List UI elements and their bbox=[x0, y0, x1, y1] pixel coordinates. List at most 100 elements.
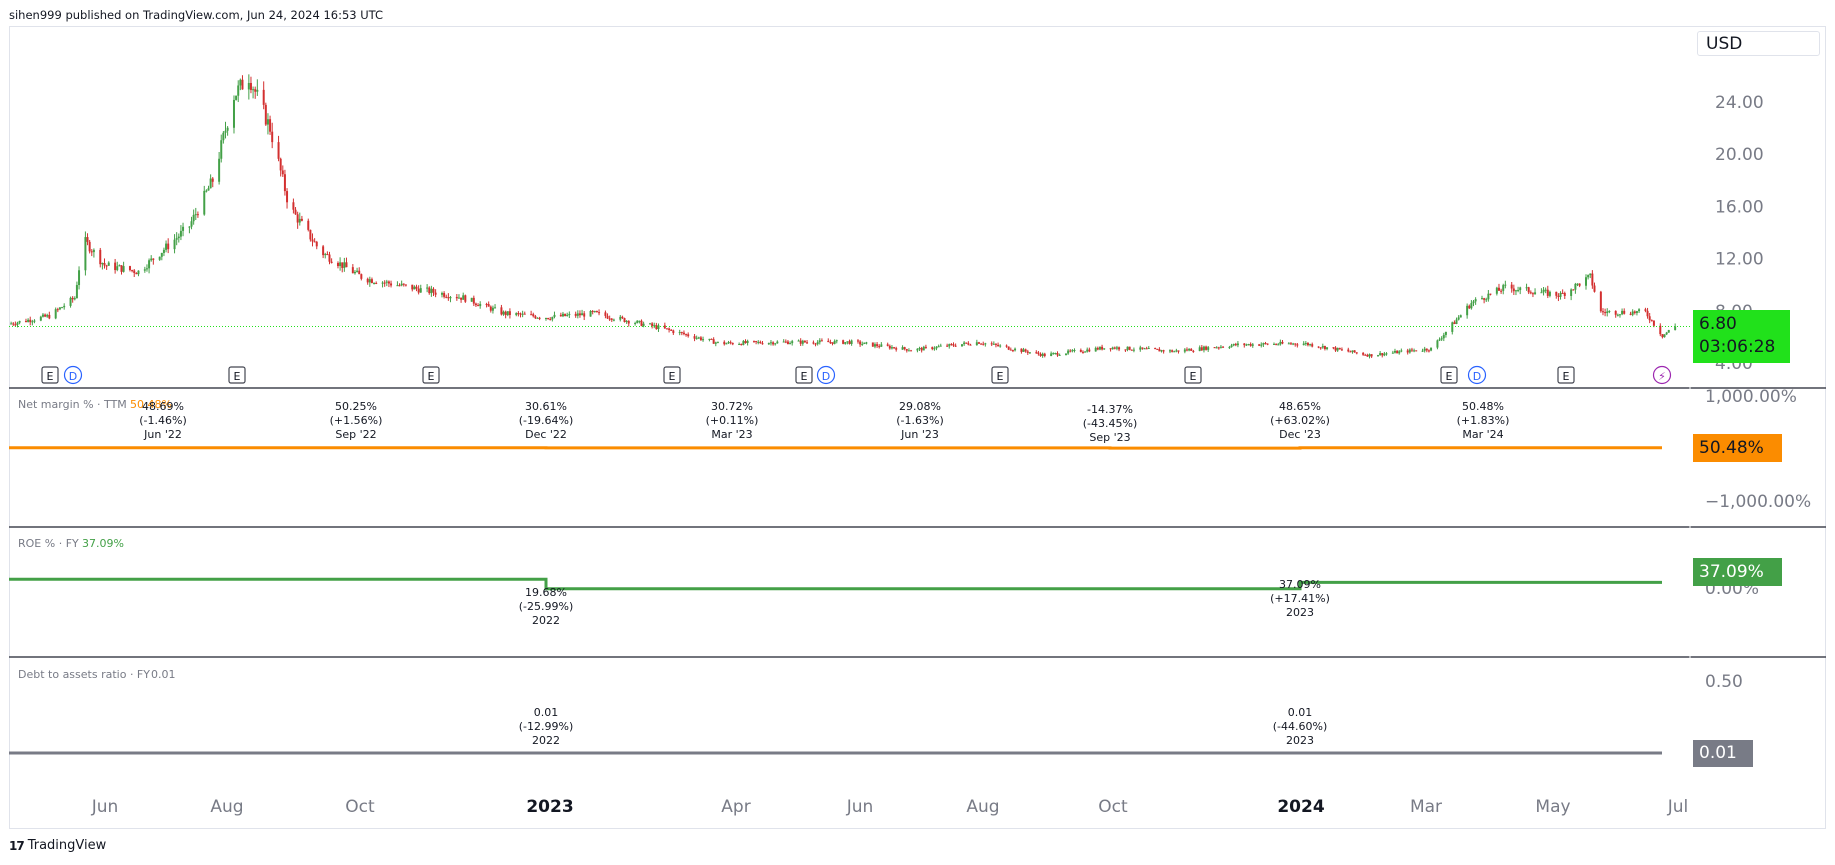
candle-body bbox=[207, 188, 210, 191]
candle-body bbox=[604, 312, 607, 316]
candle-body bbox=[1423, 348, 1426, 351]
candle-body bbox=[1563, 292, 1566, 296]
candle-body bbox=[950, 344, 953, 346]
candle-body bbox=[842, 340, 845, 344]
candle-body bbox=[1171, 350, 1174, 352]
currency-selector[interactable]: USD bbox=[1697, 31, 1820, 56]
candle-body bbox=[298, 218, 301, 223]
candle-body bbox=[1495, 287, 1498, 294]
candle-body bbox=[1485, 299, 1488, 301]
candle-body bbox=[1272, 343, 1275, 345]
candle-body bbox=[455, 296, 458, 299]
candle-body bbox=[1302, 343, 1305, 346]
roe-title: ROE % · FY bbox=[18, 537, 79, 550]
candle-body bbox=[1540, 292, 1543, 294]
candle-body bbox=[73, 298, 76, 300]
publisher-line: sihen999 published on TradingView.com, J… bbox=[9, 8, 384, 22]
candle-body bbox=[404, 284, 407, 286]
candle-body bbox=[1381, 353, 1384, 356]
marker-circle bbox=[1652, 365, 1672, 385]
candle-body bbox=[434, 292, 437, 295]
candle-body bbox=[1525, 287, 1528, 289]
net-margin-change-label: (-1.46%) bbox=[139, 414, 187, 427]
candle-body bbox=[1631, 311, 1634, 315]
candle-body bbox=[148, 260, 151, 269]
candle-body bbox=[755, 341, 758, 343]
footer[interactable]: 17 TradingView bbox=[9, 838, 106, 853]
candle-body bbox=[92, 249, 95, 253]
candle-body bbox=[309, 229, 312, 240]
candle-body bbox=[861, 343, 864, 345]
candle-body bbox=[419, 288, 422, 293]
candle-body bbox=[1202, 346, 1205, 351]
candle-body bbox=[84, 237, 87, 271]
net-margin-change-label: (-43.45%) bbox=[1083, 417, 1138, 430]
candle-body bbox=[876, 344, 879, 347]
candle-body bbox=[863, 342, 866, 344]
candle-body bbox=[1576, 283, 1579, 285]
candle-body bbox=[1207, 347, 1210, 350]
candle-body bbox=[678, 332, 681, 334]
time-axis-label: Jun bbox=[91, 797, 119, 817]
time-axis-label: Mar bbox=[1410, 797, 1442, 817]
candle-body bbox=[1126, 346, 1129, 350]
candle-body bbox=[1086, 349, 1089, 352]
candle-body bbox=[769, 342, 772, 344]
candle-body bbox=[1659, 325, 1662, 335]
candle-body bbox=[1287, 343, 1290, 345]
candle-body bbox=[1088, 349, 1091, 352]
candle-body bbox=[1557, 295, 1560, 297]
candle-body bbox=[682, 332, 685, 335]
candle-body bbox=[1570, 289, 1573, 296]
candle-body bbox=[1011, 350, 1014, 352]
candle-body bbox=[14, 324, 17, 326]
candle-body bbox=[952, 344, 955, 346]
candle-body bbox=[786, 341, 789, 345]
candle-body bbox=[254, 89, 257, 92]
candle-body bbox=[1453, 322, 1456, 324]
candle-body bbox=[1355, 352, 1358, 354]
candle-body bbox=[655, 325, 658, 329]
candle-body bbox=[1130, 349, 1133, 351]
candle-body bbox=[1190, 349, 1193, 351]
candle-body bbox=[612, 319, 615, 321]
candle-body bbox=[1289, 343, 1292, 345]
candle-body bbox=[803, 340, 806, 343]
candle-body bbox=[417, 288, 420, 293]
candle-body bbox=[738, 344, 741, 346]
candle-body bbox=[373, 282, 376, 284]
roe-change-label: (-25.99%) bbox=[519, 600, 574, 613]
candle-body bbox=[519, 313, 522, 315]
candle-body bbox=[742, 341, 745, 345]
candle-body bbox=[670, 329, 673, 331]
candle-body bbox=[1584, 277, 1587, 286]
candle-body bbox=[464, 295, 467, 302]
earnings-marker: E bbox=[1184, 366, 1202, 384]
candle-body bbox=[1633, 311, 1636, 313]
candle-body bbox=[829, 342, 832, 344]
candle-body bbox=[818, 340, 821, 343]
candle-body bbox=[177, 236, 180, 239]
candle-body bbox=[116, 266, 119, 271]
candle-body bbox=[1109, 348, 1112, 350]
candle-body bbox=[271, 131, 274, 143]
candle-body bbox=[638, 320, 641, 322]
candle-body bbox=[757, 341, 760, 343]
candle-body bbox=[1264, 343, 1267, 345]
candle-body bbox=[591, 311, 594, 313]
time-axis[interactable]: Jun Aug Oct 2023 Apr Jun Aug Oct 2024 Mar May Jul bbox=[91, 797, 1689, 817]
candle-body bbox=[10, 323, 13, 325]
roe-line bbox=[9, 577, 1662, 591]
candle-body bbox=[859, 341, 862, 345]
candle-body bbox=[1056, 353, 1059, 356]
candle-body bbox=[963, 342, 966, 345]
candle-body bbox=[551, 316, 554, 320]
candle-body bbox=[1661, 334, 1664, 338]
candle-body bbox=[946, 345, 949, 347]
candle-body bbox=[368, 279, 371, 283]
candle-body bbox=[1593, 285, 1596, 292]
candle-body bbox=[791, 341, 794, 344]
candle-body bbox=[218, 158, 221, 182]
roe-change-label: (+17.41%) bbox=[1270, 592, 1330, 605]
